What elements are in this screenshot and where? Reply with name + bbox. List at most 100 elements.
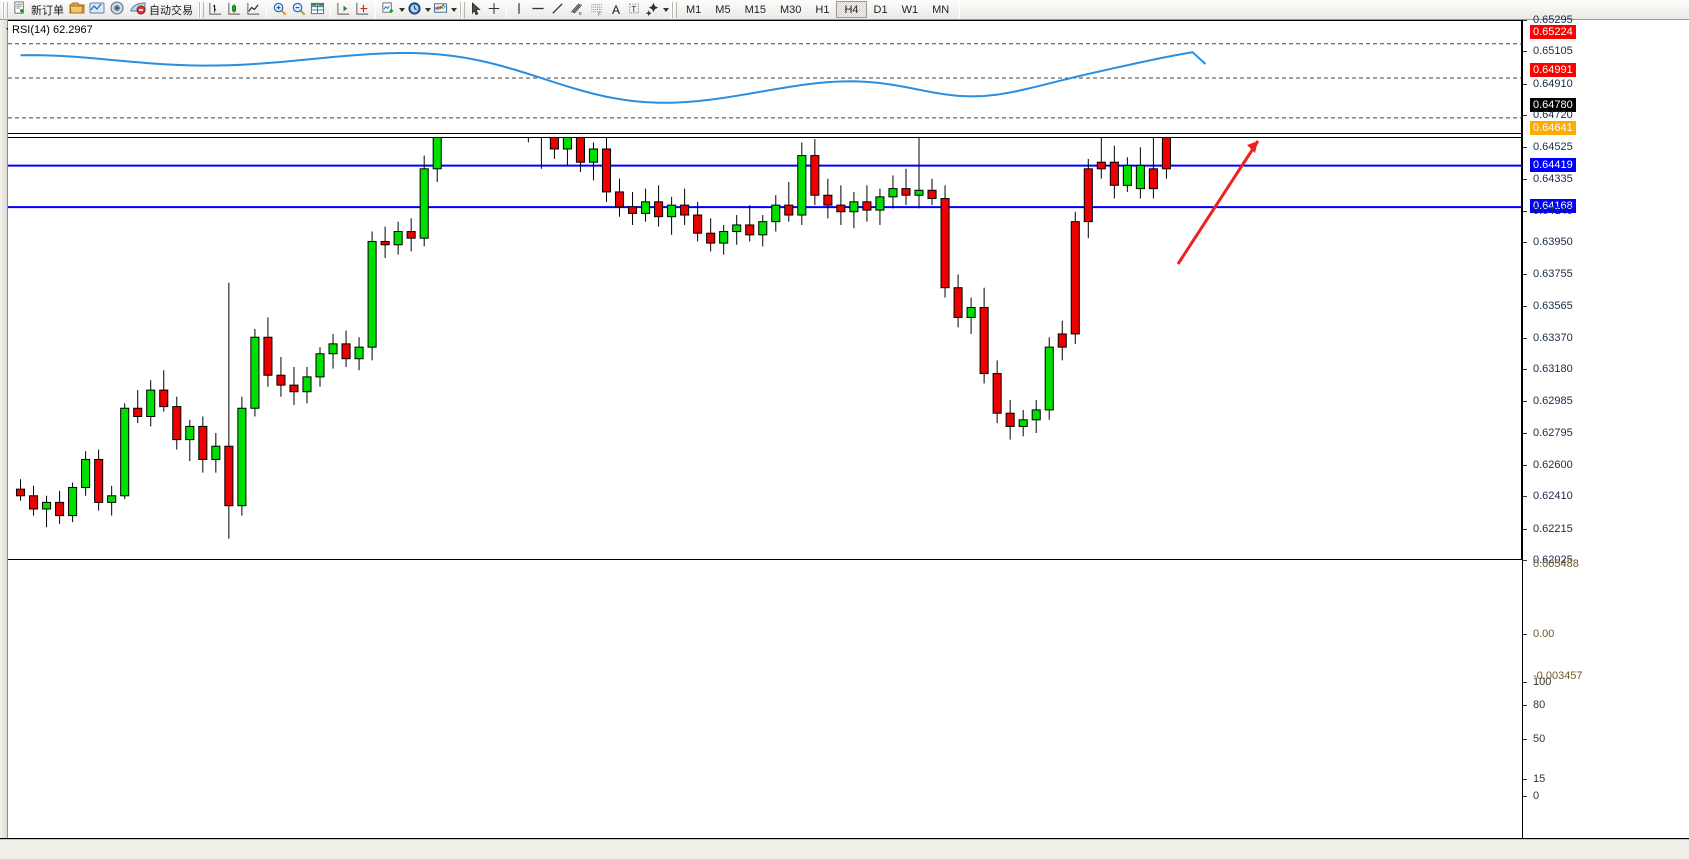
rsi-axis-tick [1523,796,1527,797]
timeframe-h4[interactable]: H4 [836,1,867,18]
macd-axis-label: 0.00 [1533,628,1555,641]
candlestick [614,178,625,217]
candlestick [120,403,130,500]
zoom-in-button[interactable] [270,1,289,19]
bar-chart-button[interactable] [206,1,225,19]
price-axis-tick [1523,560,1527,561]
indicators-button[interactable] [379,1,398,19]
candlestick [1018,409,1028,437]
price-axis-tick [1523,114,1527,116]
templates-dropdown-caret[interactable] [451,7,457,12]
candlestick [953,274,963,328]
toolbar-grip-2[interactable] [198,1,204,18]
rsi-axis-tick [1523,739,1527,740]
timeframe-h1[interactable]: H1 [815,3,830,16]
new-order-label: 新订单 [31,4,64,17]
price-level-label: 0.64168 [1530,199,1576,214]
arrows-dropdown-caret[interactable] [663,7,669,12]
price-axis-label: 0.65295 [1533,14,1573,26]
new-order-button[interactable]: 新订单 [10,0,67,19]
zoom-out-button[interactable] [289,1,308,19]
candlestick [81,451,91,496]
main-toolbar: 新订单 自动交易 [0,0,1689,20]
candlestick [328,333,338,369]
candlestick [1109,145,1119,199]
candlestick [419,155,429,247]
price-axis-tick [1523,274,1527,276]
price-axis-label: 0.63755 [1533,268,1573,281]
periodicity-dropdown-caret[interactable] [425,7,431,12]
trendline-button[interactable] [548,1,567,19]
candlestick [1031,399,1041,434]
crosshair-button[interactable] [485,1,503,19]
candlestick [1122,157,1132,192]
price-axis-label: 0.64335 [1533,172,1573,185]
candlestick [237,396,247,516]
timeframe-m30[interactable]: M30 [779,3,802,16]
horizontal-scrollbar[interactable] [0,839,1689,859]
cursor-button[interactable] [467,1,485,19]
chart-left-gutter [0,20,8,838]
timeframe-m5[interactable]: M5 [715,3,731,16]
candlestick [588,142,599,181]
navigator-button[interactable] [107,1,127,19]
candlestick [758,215,768,247]
price-axis-tick [1523,432,1527,434]
candlestick [68,482,78,523]
data-grid-button[interactable] [308,1,327,19]
text-label-button[interactable]: T [625,1,643,19]
timeframe-m15[interactable]: M15 [744,3,766,16]
horizontal-line-icon [530,1,546,19]
toolbar-grip-4[interactable] [671,1,677,18]
svg-text:F: F [598,11,601,15]
text-button[interactable]: A [607,1,625,19]
equidistant-channel-button[interactable]: E [567,1,587,19]
rsi-axis-label: 0 [1533,790,1540,802]
toolbar-grip[interactable] [2,1,8,18]
timeframe-mn[interactable]: MN [932,3,950,16]
candlestick [927,178,937,206]
price-axis-label: 0.62795 [1533,426,1573,439]
timeframe-m1[interactable]: M1 [686,3,702,16]
toolbar-grip-3[interactable] [459,1,465,18]
line-chart-icon [246,1,261,19]
macd-axis-tick [1523,634,1527,636]
price-level-label: 0.64419 [1530,157,1576,172]
price-level-label: 0.64780 [1530,98,1576,113]
fibonacci-button[interactable]: F [587,1,607,19]
candlestick [302,366,312,404]
auto-trading-button[interactable]: 自动交易 [127,1,196,19]
price-axis[interactable]: 0.65295 0.65224 0.65105 0.64991 0.64910 0.647… [1522,14,1689,838]
chart-shift-button[interactable] [353,1,372,19]
bar-chart-icon [208,1,223,19]
auto-scroll-button[interactable] [334,1,353,19]
arrows-button[interactable] [643,1,662,19]
text-icon: A [611,2,620,17]
rsi-panel[interactable]: RSI(14) 62.2967 [8,20,1522,134]
candlestick [224,282,234,539]
chart-window[interactable]: AUDUSD-,H4 0.64754 0.64826 0.64744 0.647… [0,14,1689,859]
candlestick [250,328,260,417]
rsi-axis-label: 15 [1533,772,1546,785]
data-window-button[interactable] [87,1,107,19]
expert-advisors-button[interactable] [67,1,87,19]
timeframe-w1[interactable]: W1 [901,3,919,16]
candlestick [289,366,299,405]
svg-text:T: T [631,5,636,14]
templates-button[interactable] [431,1,450,19]
indicators-dropdown-caret[interactable] [399,7,405,12]
timeframe-d1[interactable]: D1 [873,3,888,16]
periodicity-button[interactable] [405,1,424,19]
vertical-line-button[interactable] [510,1,528,19]
price-axis-label: 0.62985 [1533,395,1573,408]
candlestick [1005,399,1015,440]
price-axis-tick [1523,496,1527,498]
candlestick [862,185,872,222]
horizontal-line-button[interactable] [528,1,548,19]
candlestick [966,297,976,334]
candlestick-chart-button[interactable] [225,1,244,19]
indicators-icon [381,1,396,19]
line-chart-button[interactable] [244,1,263,19]
new-order-icon [13,0,28,19]
candlestick [823,178,833,219]
